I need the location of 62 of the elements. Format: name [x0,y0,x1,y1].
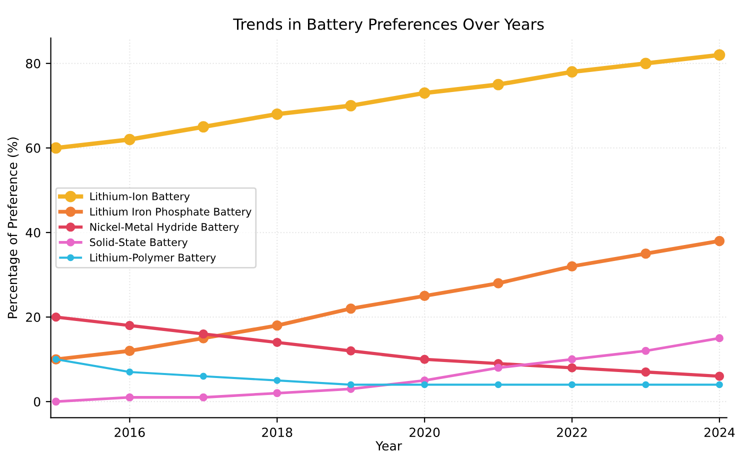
y-tick-label: 0 [34,397,40,407]
point [274,376,281,384]
point [566,66,578,78]
point [568,355,576,364]
x-tick-label: 2024 [704,428,735,438]
point [346,303,356,314]
legend-label: Lithium Iron Phosphate Battery [90,208,252,218]
point [714,49,726,61]
point [567,363,577,372]
point [714,372,724,381]
point [419,290,430,302]
chart-title: Trends in Battery Preferences Over Years [233,18,544,33]
x-tick-label: 2018 [262,428,292,438]
point [642,381,650,388]
point [124,134,136,146]
y-tick-label: 60 [26,143,40,153]
point [642,346,650,355]
point [494,364,502,372]
y-axis-title: Percentage of Preference (%) [8,137,20,318]
point [641,367,650,377]
point [421,381,428,388]
point [126,393,134,402]
point [347,381,354,388]
x-axis-title: Year [376,441,402,451]
point [418,87,430,99]
point [198,329,208,339]
point [126,368,134,376]
point [200,372,207,380]
x-tick-label: 2020 [410,428,440,438]
point [199,393,208,402]
point [493,278,504,288]
point [494,381,502,388]
y-tick-label: 40 [26,228,40,238]
point [568,381,576,388]
point [420,354,430,364]
legend-label: Solid-State Battery [90,238,188,248]
point [271,108,283,120]
x-tick-label: 2016 [114,428,145,438]
point [51,312,61,322]
legend-label: Lithium-Polymer Battery [90,253,216,264]
point [125,320,134,330]
point [198,121,210,133]
y-tick-label: 20 [26,312,40,322]
point [52,398,60,406]
point [566,261,578,272]
point [272,320,282,331]
point [714,236,725,246]
point [346,346,356,356]
x-tick-label: 2022 [557,428,587,438]
point [273,389,282,398]
point [345,100,357,112]
point [492,78,504,90]
point [124,346,135,356]
point [716,381,723,388]
point [640,58,652,70]
point [715,334,724,342]
point [640,248,651,259]
point [272,338,282,348]
point [50,142,62,154]
legend-label: Lithium-Ion Battery [90,192,190,202]
y-tick-label: 80 [26,58,40,68]
legend-label: Nickel-Metal Hydride Battery [90,222,239,233]
